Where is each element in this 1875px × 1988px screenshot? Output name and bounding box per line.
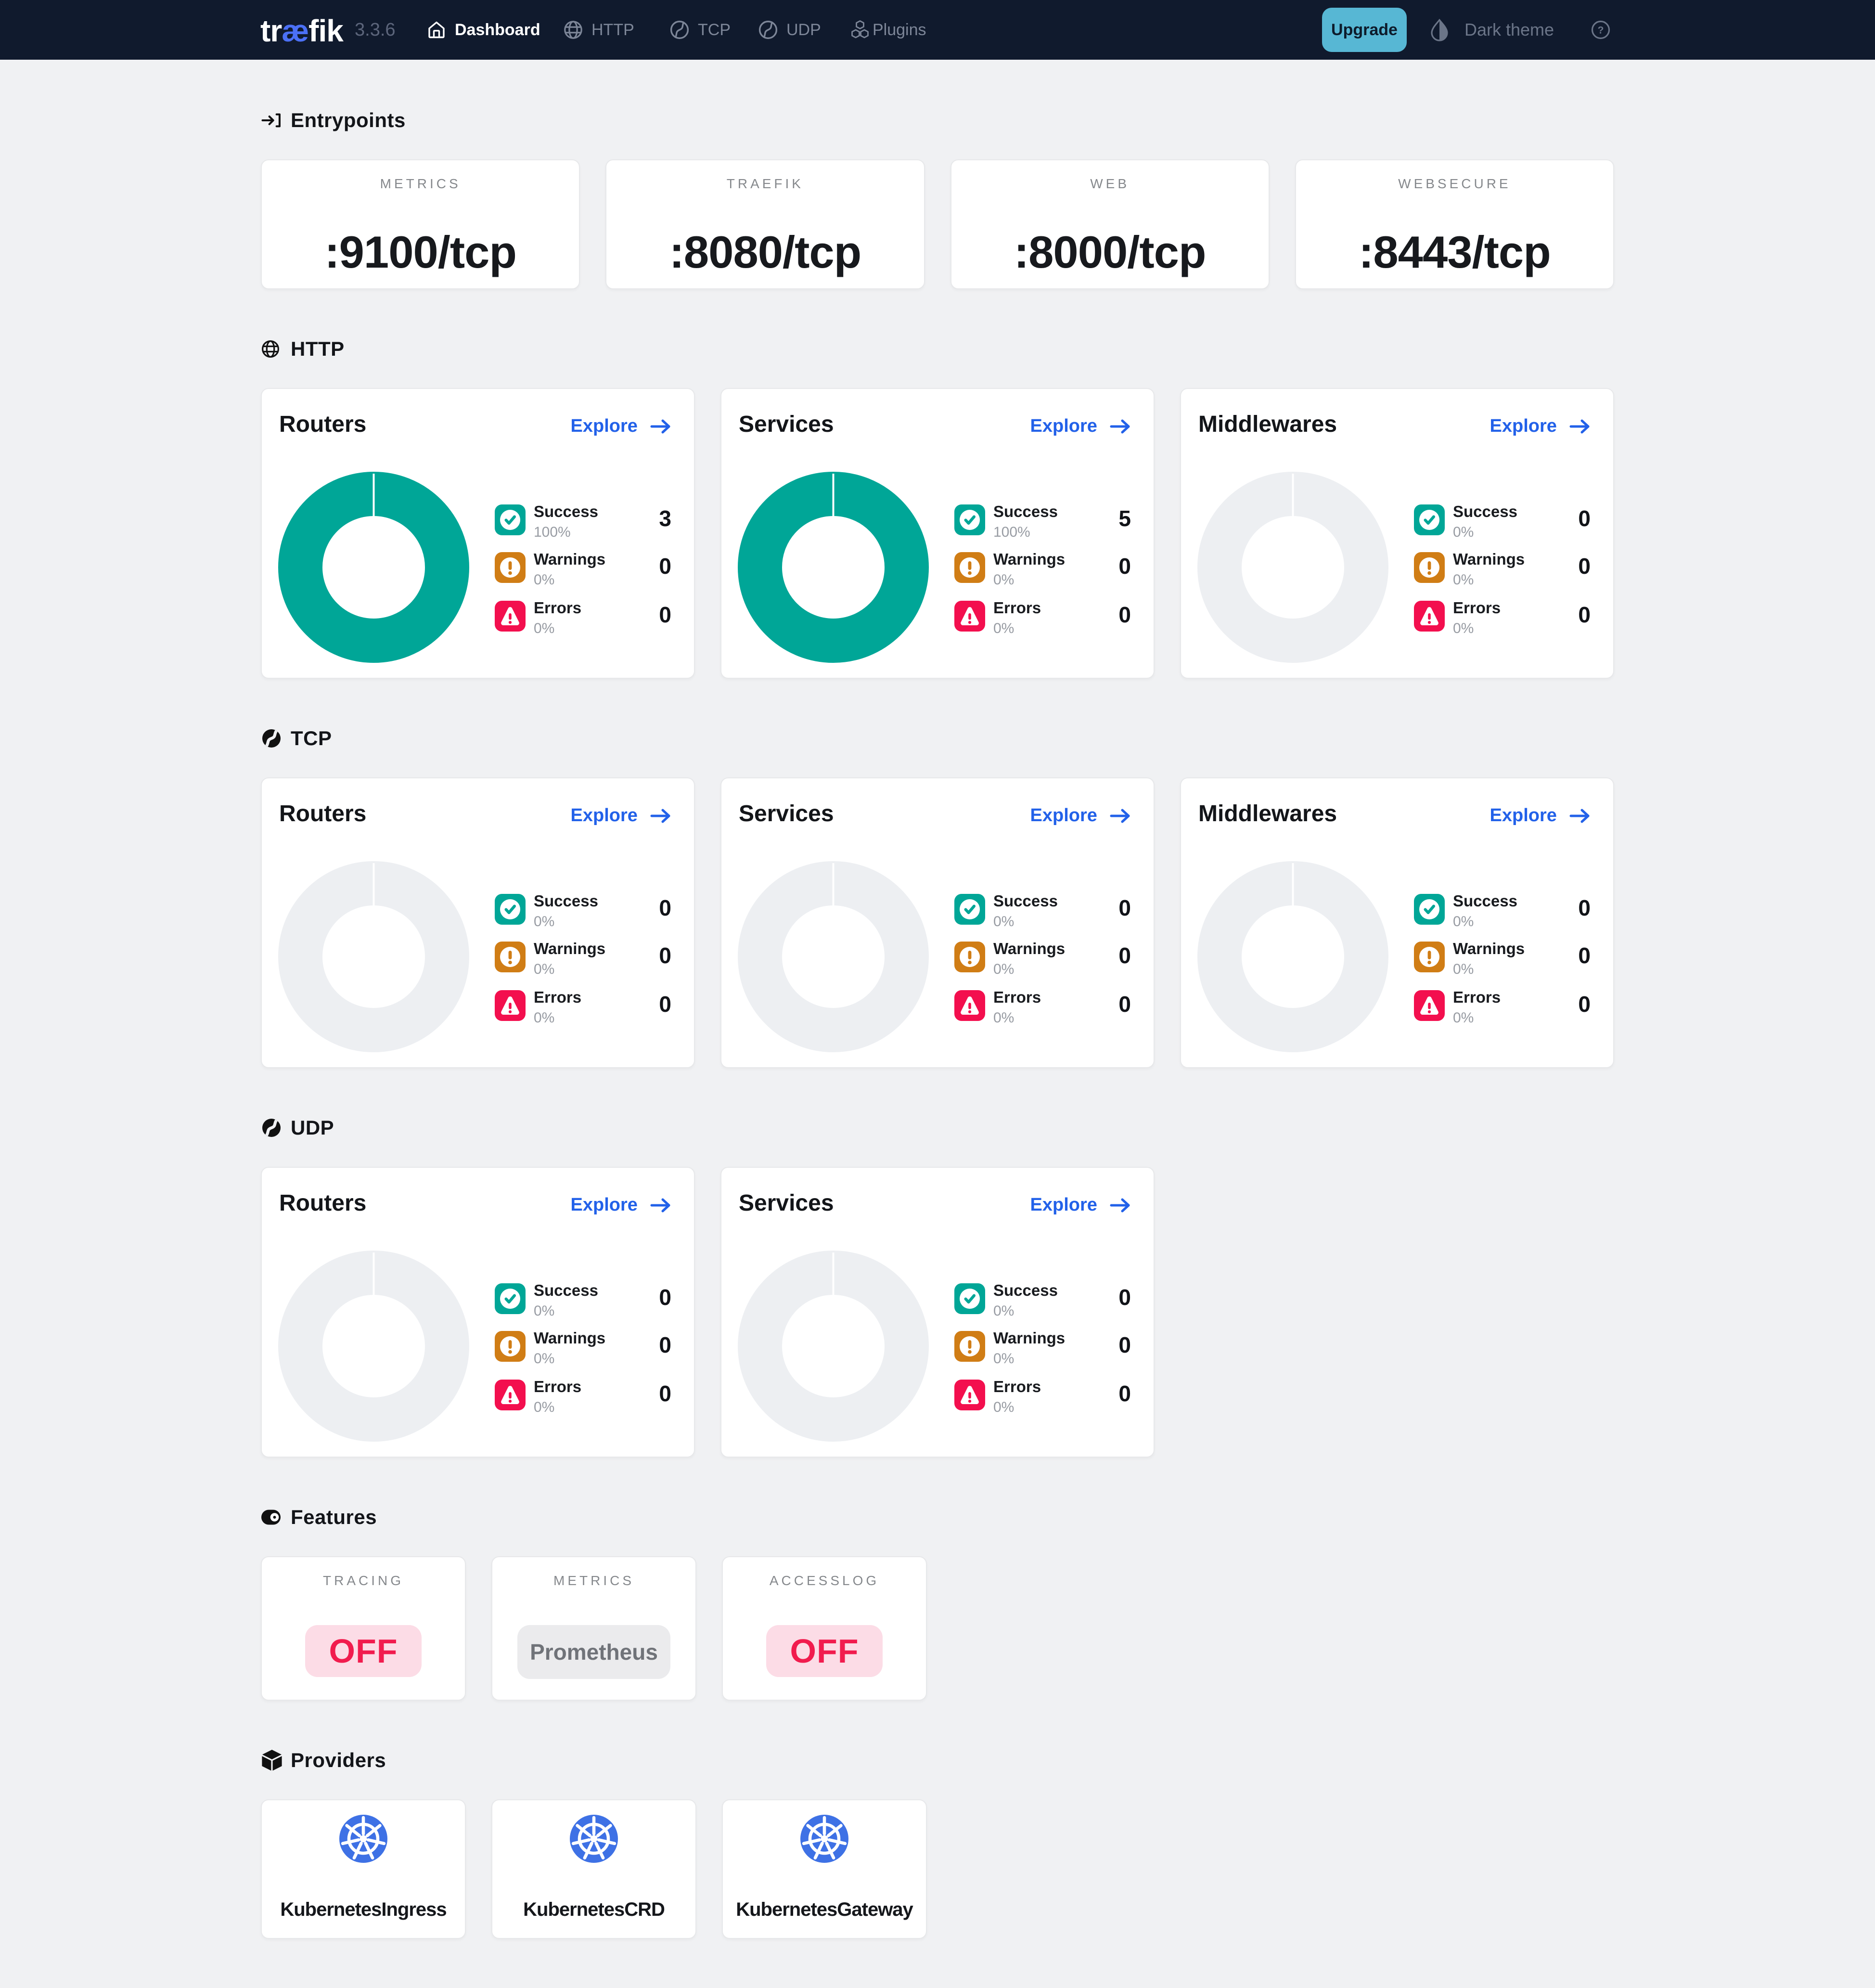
svg-text:?: ?: [1598, 25, 1604, 36]
